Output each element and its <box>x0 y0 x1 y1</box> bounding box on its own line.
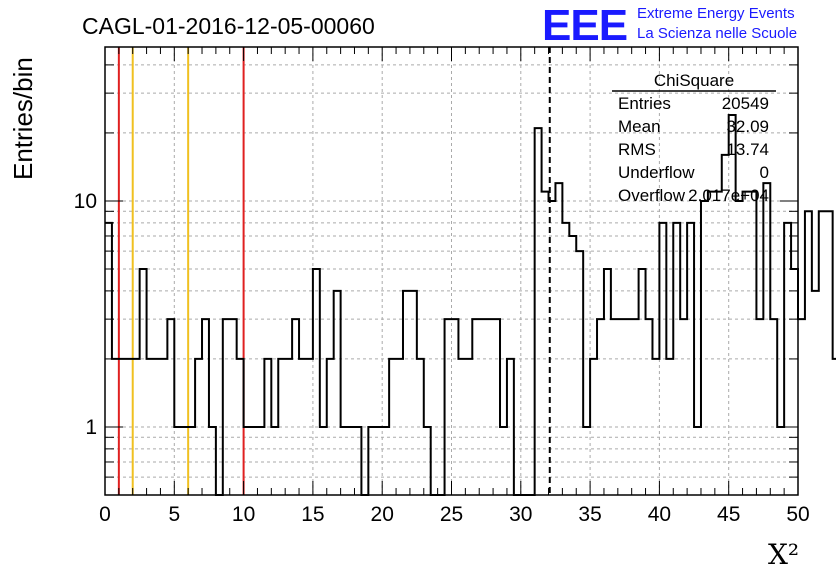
stats-row-label: Overflow <box>618 186 686 205</box>
x-tick-label: 35 <box>578 503 601 526</box>
eee-logo-text: EEE <box>542 1 627 50</box>
stats-row-value: 20549 <box>722 94 769 113</box>
stats-row-label: RMS <box>618 140 656 159</box>
x-tick-label: 5 <box>168 503 180 526</box>
stats-row-value: 32.09 <box>726 117 769 136</box>
stats-row-label: Underflow <box>618 163 695 182</box>
brand-line-1: Extreme Energy Events <box>637 5 795 22</box>
brand-line-2: La Scienza nelle Scuole <box>637 25 797 42</box>
x-tick-label: 40 <box>648 503 671 526</box>
stats-row-value: 2.017e+04 <box>688 186 769 205</box>
stats-box: ChiSquare Entries 20549 Mean 32.09 RMS 13.74 U… <box>612 71 776 205</box>
x-axis-label: X² <box>768 538 799 571</box>
y-tick-label: 10 <box>74 190 97 213</box>
histogram-line <box>105 114 836 496</box>
x-tick-label: 20 <box>371 503 394 526</box>
tick-labels: 0 5 10 15 20 25 30 35 40 45 50 1 10 <box>74 190 810 526</box>
stats-row-label: Mean <box>618 117 661 136</box>
stats-title: ChiSquare <box>654 71 734 90</box>
x-tick-label: 30 <box>509 503 532 526</box>
x-tick-label: 15 <box>301 503 324 526</box>
stats-row-value: 0 <box>760 163 769 182</box>
x-tick-label: 25 <box>440 503 463 526</box>
eee-logo: EEE Extreme Energy Events La Scienza nel… <box>542 1 797 50</box>
y-tick-label: 1 <box>85 416 97 439</box>
x-tick-label: 10 <box>232 503 255 526</box>
stats-row-value: 13.74 <box>726 140 769 159</box>
stats-row-label: Entries <box>618 94 671 113</box>
axis-ticks <box>104 47 799 495</box>
chart-title: CAGL-01-2016-12-05-00060 <box>82 13 375 39</box>
x-tick-label: 45 <box>717 503 740 526</box>
x-tick-label: 50 <box>786 503 809 526</box>
x-tick-label: 0 <box>99 503 111 526</box>
y-axis-label: Entries/bin <box>8 57 38 180</box>
